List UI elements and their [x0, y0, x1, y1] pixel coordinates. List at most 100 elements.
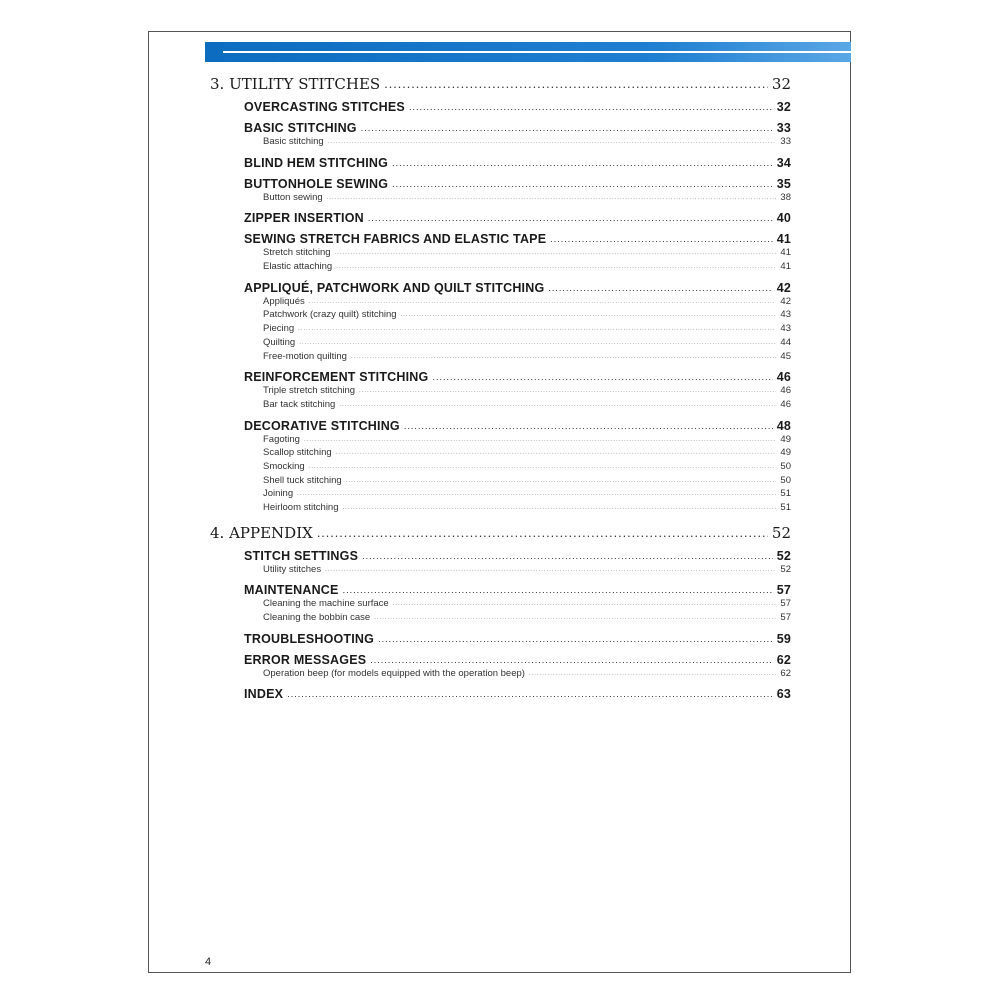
- dot-leader: [392, 156, 773, 170]
- toc-entry-title: 3. UTILITY STITCHES: [210, 75, 381, 93]
- dot-leader: [362, 549, 773, 563]
- toc-sub-entry[interactable]: Piecing 43: [210, 322, 791, 336]
- toc-entry-title: TROUBLESHOOTING: [244, 631, 375, 646]
- toc-entry-page: 46: [776, 370, 791, 385]
- toc-section-entry[interactable]: BUTTONHOLE SEWING 35: [210, 177, 791, 191]
- toc-section-entry[interactable]: ERROR MESSAGES 62: [210, 653, 791, 667]
- toc-entry-page: 62: [776, 652, 791, 667]
- toc-entry-page: 63: [776, 687, 791, 702]
- toc-section-entry[interactable]: BLIND HEM STITCHING 34: [210, 156, 791, 170]
- toc-entry-page: 32: [771, 75, 791, 93]
- toc-entry-page: 57: [780, 598, 791, 610]
- toc-entry-title: STITCH SETTINGS: [244, 548, 359, 563]
- toc-entry-page: 41: [780, 261, 791, 273]
- toc-section-entry[interactable]: TROUBLESHOOTING 59: [210, 632, 791, 646]
- toc-entry-page: 41: [776, 232, 791, 247]
- toc-entry-title: Piecing: [263, 323, 295, 335]
- toc-sub-entry[interactable]: Heirloom stitching 51: [210, 501, 791, 515]
- dot-leader: [351, 351, 776, 365]
- toc-section-entry[interactable]: STITCH SETTINGS 52: [210, 549, 791, 563]
- toc-entry-title: Quilting: [263, 336, 296, 348]
- toc-section-entry[interactable]: SEWING STRETCH FABRICS AND ELASTIC TAPE 4…: [210, 232, 791, 246]
- dot-leader: [370, 653, 772, 667]
- toc-entry-page: 32: [776, 100, 791, 114]
- toc-entry-title: BLIND HEM STITCHING: [244, 155, 389, 170]
- toc-sub-entry[interactable]: Stretch stitching 41: [210, 246, 791, 260]
- toc-entry-title: Elastic attaching: [263, 261, 333, 273]
- toc-section-entry[interactable]: DECORATIVE STITCHING 48: [210, 419, 791, 433]
- toc-entry-title: Utility stitches: [263, 563, 322, 575]
- toc-sub-entry[interactable]: Scallop stitching 49: [210, 446, 791, 460]
- table-of-contents: 3. UTILITY STITCHES32OVERCASTING STITCHE…: [210, 75, 791, 701]
- toc-sub-entry[interactable]: Shell tuck stitching 50: [210, 474, 791, 488]
- toc-entry-page: 46: [780, 398, 791, 410]
- dot-leader: [378, 632, 773, 646]
- toc-entry-page: 49: [780, 433, 791, 445]
- toc-sub-entry[interactable]: Operation beep (for models equipped with…: [210, 667, 791, 681]
- toc-section-entry[interactable]: INDEX 63: [210, 687, 791, 701]
- toc-entry-title: REINFORCEMENT STITCHING: [244, 370, 429, 385]
- toc-entry-title: Triple stretch stitching: [263, 385, 356, 397]
- header-bar-line: [223, 51, 851, 53]
- toc-entry-page: 44: [780, 336, 791, 348]
- dot-leader: [343, 502, 777, 516]
- dot-leader: [392, 177, 773, 191]
- toc-sub-entry[interactable]: Appliqués 42: [210, 295, 791, 309]
- toc-entry-title: ZIPPER INSERTION: [244, 211, 364, 226]
- toc-sub-entry[interactable]: Patchwork (crazy quilt) stitching 43: [210, 308, 791, 322]
- toc-chapter-entry[interactable]: 4. APPENDIX 52: [210, 524, 791, 542]
- dot-leader: [309, 296, 777, 310]
- toc-sub-entry[interactable]: Bar tack stitching 46: [210, 398, 791, 412]
- dot-leader: [336, 261, 776, 275]
- dot-leader: [339, 399, 776, 413]
- toc-entry-page: 51: [780, 488, 791, 500]
- toc-entry-title: ERROR MESSAGES: [244, 652, 367, 667]
- toc-sub-entry[interactable]: Elastic attaching 41: [210, 260, 791, 274]
- dot-leader: [550, 232, 772, 246]
- dot-leader: [325, 564, 776, 578]
- toc-entry-page: 59: [776, 631, 791, 646]
- dot-leader: [404, 419, 773, 433]
- toc-sub-entry[interactable]: Cleaning the bobbin case 57: [210, 611, 791, 625]
- toc-sub-entry[interactable]: Button sewing 38: [210, 191, 791, 205]
- dot-leader: [328, 136, 777, 150]
- dot-leader: [548, 281, 772, 295]
- toc-entry-title: SEWING STRETCH FABRICS AND ELASTIC TAPE: [244, 232, 547, 247]
- toc-entry-page: 52: [776, 548, 791, 563]
- toc-entry-page: 33: [776, 121, 791, 135]
- toc-entry-title: Basic stitching: [263, 136, 324, 147]
- toc-entry-title: Joining: [263, 488, 294, 500]
- toc-sub-entry[interactable]: Free-motion quilting 45: [210, 350, 791, 364]
- dot-leader: [409, 100, 773, 114]
- toc-sub-entry[interactable]: Utility stitches 52: [210, 563, 791, 577]
- toc-sub-entry[interactable]: Triple stretch stitching 46: [210, 384, 791, 398]
- toc-section-entry[interactable]: MAINTENANCE 57: [210, 583, 791, 597]
- toc-sub-entry[interactable]: Smocking 50: [210, 460, 791, 474]
- toc-section-entry[interactable]: APPLIQUÉ, PATCHWORK AND QUILT STITCHING 4…: [210, 281, 791, 295]
- toc-section-entry[interactable]: BASIC STITCHING 33: [210, 121, 791, 135]
- toc-sub-entry[interactable]: Basic stitching 33: [210, 135, 791, 149]
- toc-sub-entry[interactable]: Quilting 44: [210, 336, 791, 350]
- toc-entry-page: 43: [780, 323, 791, 335]
- toc-entry-title: Stretch stitching: [263, 247, 331, 259]
- toc-entry-title: Button sewing: [263, 191, 323, 203]
- dot-leader: [384, 76, 768, 94]
- toc-entry-page: 62: [780, 667, 791, 679]
- toc-entry-title: Free-motion quilting: [263, 350, 347, 362]
- dot-leader: [336, 447, 777, 461]
- toc-sub-entry[interactable]: Joining 51: [210, 487, 791, 501]
- toc-entry-title: Fagoting: [263, 433, 300, 445]
- toc-entry-title: OVERCASTING STITCHES: [244, 100, 405, 114]
- toc-section-entry[interactable]: ZIPPER INSERTION 40: [210, 211, 791, 225]
- toc-chapter-entry[interactable]: 3. UTILITY STITCHES 32: [210, 75, 791, 93]
- page-number: 4: [205, 956, 212, 968]
- toc-entry-title: Cleaning the machine surface: [263, 598, 389, 610]
- toc-section-entry[interactable]: REINFORCEMENT STITCHING 46: [210, 370, 791, 384]
- toc-sub-entry[interactable]: Fagoting 49: [210, 433, 791, 447]
- toc-entry-page: 57: [776, 583, 791, 598]
- toc-section-entry[interactable]: OVERCASTING STITCHES 32: [210, 100, 791, 114]
- toc-entry-title: MAINTENANCE: [244, 583, 339, 598]
- toc-entry-page: 43: [780, 309, 791, 321]
- toc-sub-entry[interactable]: Cleaning the machine surface 57: [210, 597, 791, 611]
- toc-entry-title: Smocking: [263, 460, 305, 472]
